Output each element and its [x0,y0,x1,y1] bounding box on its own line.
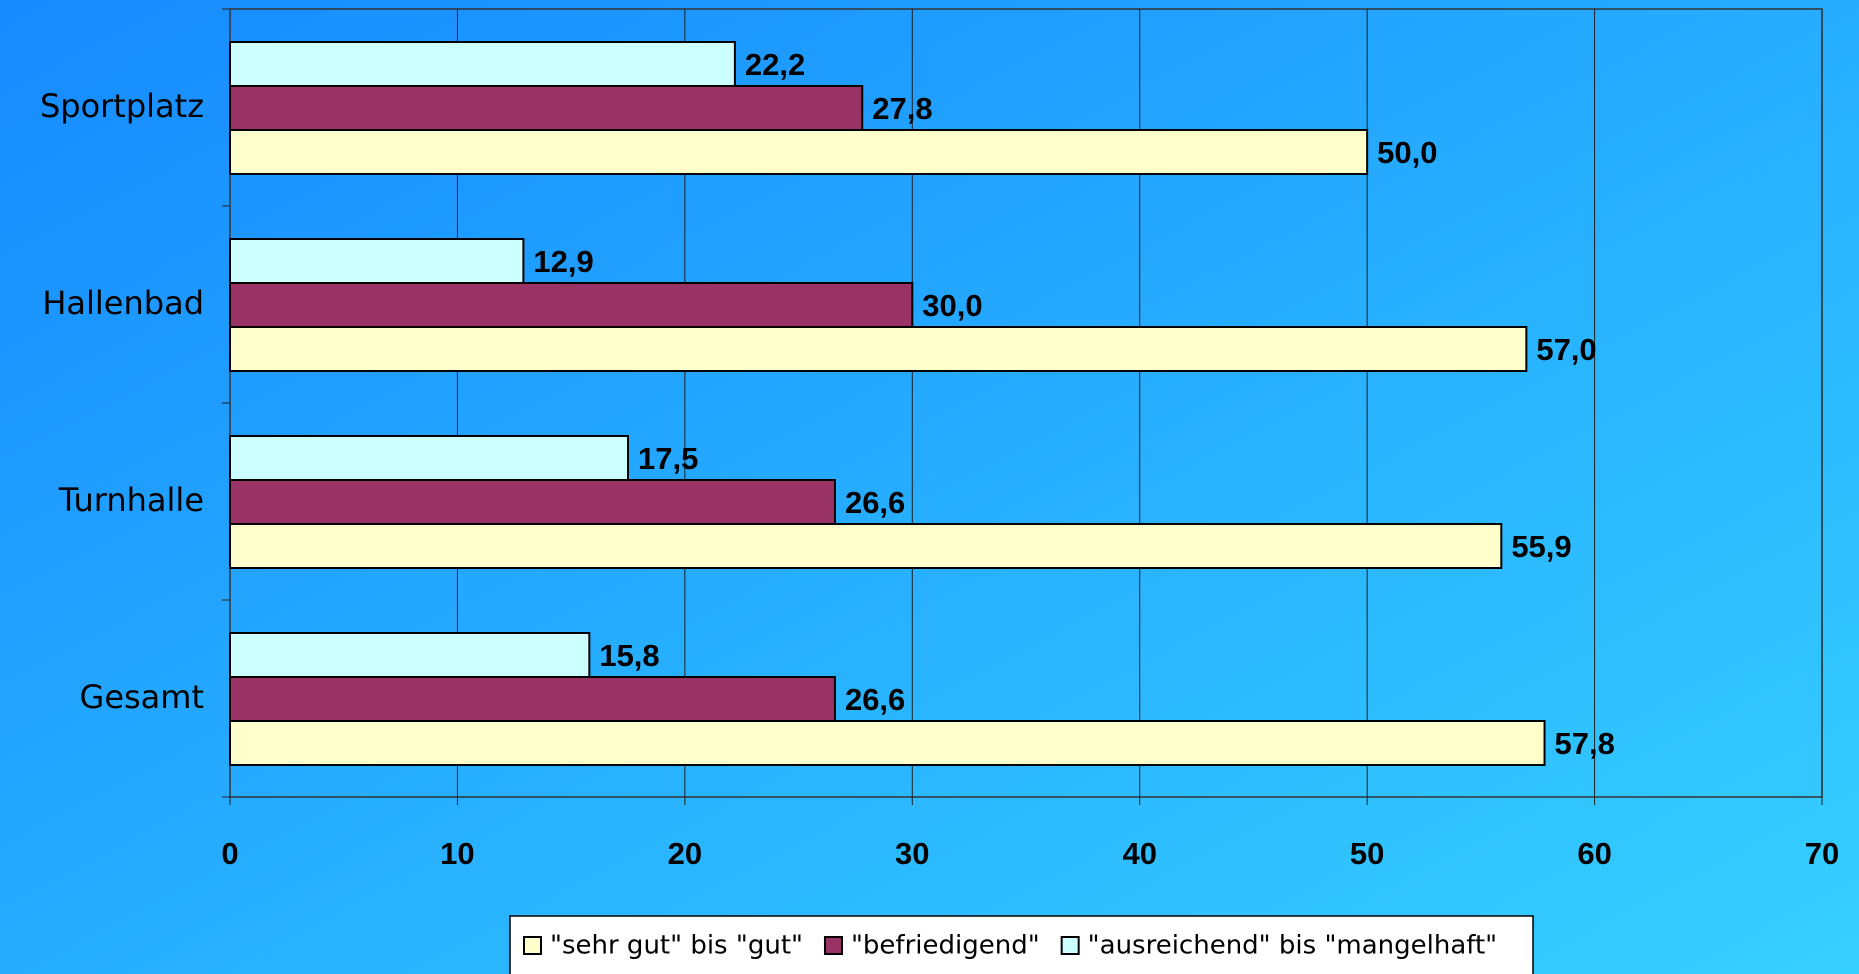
legend-label: "sehr gut" bis "gut" [550,931,803,961]
bar [229,41,736,87]
legend-swatch [1060,936,1080,955]
x-tick-label: 40 [1122,836,1156,871]
value-label: 22,2 [745,47,805,82]
y-tick-label: Sportplatz [40,87,204,125]
x-tick-label: 60 [1577,836,1611,871]
value-label: 57,0 [1536,332,1596,367]
legend-swatch [523,936,542,955]
bar [229,523,1503,569]
bar [229,282,914,328]
value-label: 27,8 [872,91,932,126]
y-tick-label: Turnhalle [58,481,204,519]
value-label: 55,9 [1511,529,1571,564]
y-tick-label: Hallenbad [42,284,204,322]
value-label: 50,0 [1377,135,1437,170]
bar [229,479,836,525]
legend [509,915,1534,974]
x-tick-label: 30 [895,836,929,871]
x-tick-label: 70 [1805,836,1839,871]
bar [229,129,1369,175]
x-tick-label: 20 [668,836,702,871]
value-label: 30,0 [922,288,982,323]
legend-label: "befriedigend" [851,931,1040,961]
bar [229,676,836,722]
value-label: 15,8 [599,638,659,673]
bar [229,632,591,678]
bar [229,238,525,284]
value-label: 12,9 [533,244,593,279]
x-tick-label: 10 [440,836,474,871]
legend-swatch [823,936,843,955]
value-label: 57,8 [1555,726,1615,761]
x-tick-label: 50 [1350,836,1384,871]
bar [229,326,1528,372]
bar [229,720,1546,766]
bar [229,435,629,481]
y-tick-label: Gesamt [80,678,204,716]
legend-label: "ausreichend" bis "mangelhaft" [1088,931,1497,961]
value-label: 17,5 [638,441,698,476]
value-label: 26,6 [845,485,905,520]
value-label: 26,6 [845,682,905,717]
x-tick-label: 0 [221,836,238,871]
bar [229,85,864,131]
